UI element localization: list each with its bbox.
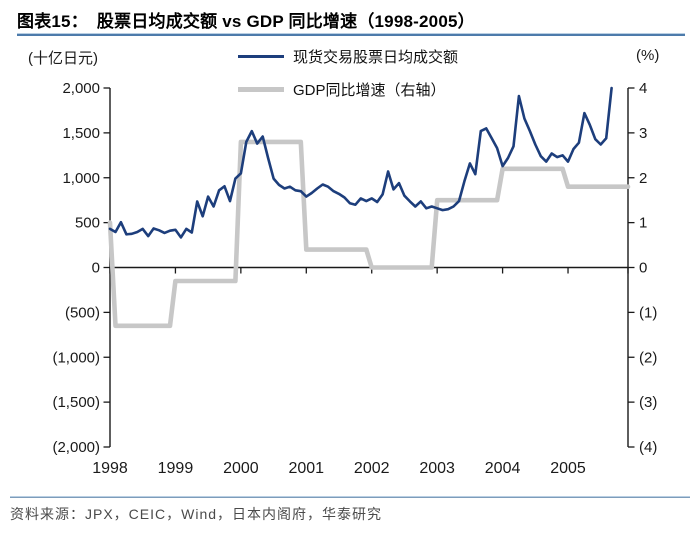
series-line-spot-trading-value bbox=[108, 86, 613, 239]
y-axis-right-label: 0 bbox=[639, 260, 647, 277]
y-axis-right-label: (4) bbox=[639, 439, 657, 456]
x-axis-year-label: 1998 bbox=[92, 460, 128, 477]
source-note: 资料来源：JPX，CEIC，Wind，日本内阁府，华泰研究 bbox=[10, 506, 383, 522]
figure-label: 图表15： bbox=[17, 12, 88, 31]
y-axis-left-label: 1,000 bbox=[62, 170, 100, 187]
y-axis-left-label: (1,000) bbox=[52, 349, 100, 366]
x-axis-year-label: 2000 bbox=[223, 460, 259, 477]
legend-item-spot-trading-value: 现货交易股票日均成交额 bbox=[238, 45, 458, 67]
x-axis-year-label: 2001 bbox=[288, 460, 324, 477]
y-axis-right-label: (1) bbox=[639, 304, 657, 321]
y-axis-right-label: (2) bbox=[639, 349, 657, 366]
y-axis-right-label: 4 bbox=[639, 80, 647, 97]
y-axis-right-label: 2 bbox=[639, 170, 647, 187]
left-axis-unit-label: (十亿日元) bbox=[28, 50, 98, 67]
y-axis-left-label: 2,000 bbox=[62, 80, 100, 97]
title-divider bbox=[17, 33, 685, 36]
x-axis-year-label: 2005 bbox=[550, 460, 586, 477]
figure-title: 图表15： 股票日均成交额 vs GDP 同比增速（1998-2005） bbox=[17, 7, 475, 32]
legend-label: 现货交易股票日均成交额 bbox=[293, 48, 459, 66]
y-axis-right-label: 3 bbox=[639, 125, 647, 142]
legend-line-swatch-blue bbox=[238, 54, 284, 58]
legend-line-swatch-gray bbox=[238, 86, 284, 92]
y-axis-left-label: 500 bbox=[75, 215, 100, 232]
y-axis-left-label: 1,500 bbox=[62, 125, 100, 142]
y-axis-left-label: 0 bbox=[92, 260, 100, 277]
y-axis-right-label: 1 bbox=[639, 215, 647, 232]
footer-divider bbox=[10, 496, 690, 498]
y-axis-left-label: (2,000) bbox=[52, 439, 100, 456]
x-axis-year-label: 1999 bbox=[158, 460, 194, 477]
x-axis-year-label: 2004 bbox=[485, 460, 521, 477]
y-axis-left-label: (1,500) bbox=[52, 394, 100, 411]
chart-legend: 现货交易股票日均成交额 GDP同比增速（右轴） bbox=[238, 45, 458, 111]
legend-item-gdp-yoy: GDP同比增速（右轴） bbox=[238, 78, 458, 100]
series-line-gdp-yoy bbox=[107, 139, 631, 329]
y-axis-left-label: (500) bbox=[65, 304, 100, 321]
right-axis-unit-label: (%) bbox=[636, 47, 660, 64]
legend-label: GDP同比增速（右轴） bbox=[293, 81, 446, 99]
y-axis-right-label: (3) bbox=[639, 394, 657, 411]
x-axis-year-label: 2003 bbox=[419, 460, 455, 477]
figure-title-text: 股票日均成交额 vs GDP 同比增速（1998-2005） bbox=[96, 12, 475, 31]
x-axis-year-label: 2002 bbox=[354, 460, 390, 477]
